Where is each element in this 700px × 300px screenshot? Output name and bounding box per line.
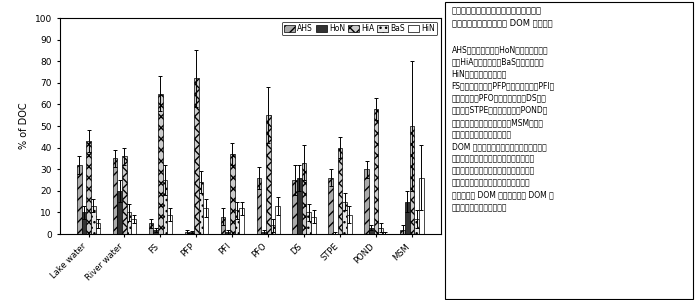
Bar xyxy=(338,148,342,234)
Bar xyxy=(410,126,414,234)
Bar xyxy=(347,214,352,234)
Bar xyxy=(77,165,81,234)
Bar xyxy=(86,141,91,234)
Bar xyxy=(271,225,275,234)
Bar xyxy=(405,202,409,234)
Bar xyxy=(158,94,162,234)
Bar xyxy=(194,79,199,234)
Bar xyxy=(230,154,235,234)
Bar xyxy=(261,232,266,234)
Bar xyxy=(132,219,136,234)
Bar xyxy=(328,178,333,234)
Y-axis label: % of DOC: % of DOC xyxy=(19,103,29,149)
Bar xyxy=(167,214,172,234)
Bar xyxy=(185,232,189,234)
Bar xyxy=(199,182,203,234)
Bar xyxy=(203,208,208,234)
Bar xyxy=(369,227,374,234)
Bar xyxy=(266,115,271,234)
Bar xyxy=(239,208,244,234)
Bar xyxy=(225,232,230,234)
Bar xyxy=(118,191,122,234)
Bar xyxy=(342,202,347,234)
Bar xyxy=(275,206,280,234)
Bar xyxy=(312,217,316,234)
Bar xyxy=(234,210,239,234)
Bar xyxy=(374,109,379,234)
Bar xyxy=(81,212,86,234)
Bar xyxy=(148,223,153,234)
Bar xyxy=(220,217,225,234)
Bar xyxy=(293,180,297,234)
Bar xyxy=(419,178,424,234)
Text: 図２　霸ヶ浦湖水，流入河川水，起源の
明白な流域水サンプルの DOM 分画分布: 図２ 霸ヶ浦湖水，流入河川水，起源の 明白な流域水サンプルの DOM 分画分布 xyxy=(452,6,552,28)
Bar xyxy=(162,180,167,234)
Bar xyxy=(113,158,118,234)
Bar xyxy=(256,178,261,234)
Bar xyxy=(365,169,369,234)
Bar xyxy=(95,223,100,234)
Bar xyxy=(307,212,312,234)
Bar xyxy=(122,156,127,234)
Bar xyxy=(127,212,132,234)
Bar xyxy=(400,230,405,234)
Bar xyxy=(414,219,419,234)
Text: AHS：フミン物質，HoN：疏水性中性物
質，HiA：親水性酸，BaS：塩基物質，
HiN：親水性中性物質。
FS：森林渓流水，PFP：畑地浸透水，PFI：
畑: AHS：フミン物質，HoN：疏水性中性物 質，HiA：親水性酸，BaS：塩基物質… xyxy=(452,45,554,212)
Bar xyxy=(298,178,302,234)
Bar xyxy=(302,163,307,234)
Bar xyxy=(91,206,95,234)
Legend: AHS, HoN, HiA, BaS, HiN: AHS, HoN, HiA, BaS, HiN xyxy=(282,22,438,35)
Bar xyxy=(189,232,194,234)
Bar xyxy=(379,227,383,234)
Bar xyxy=(153,230,158,234)
